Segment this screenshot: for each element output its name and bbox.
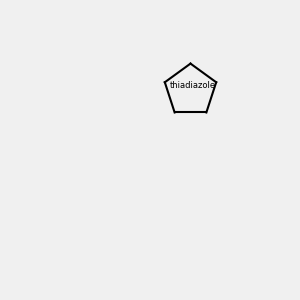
Text: thiadiazole: thiadiazole bbox=[170, 81, 216, 90]
